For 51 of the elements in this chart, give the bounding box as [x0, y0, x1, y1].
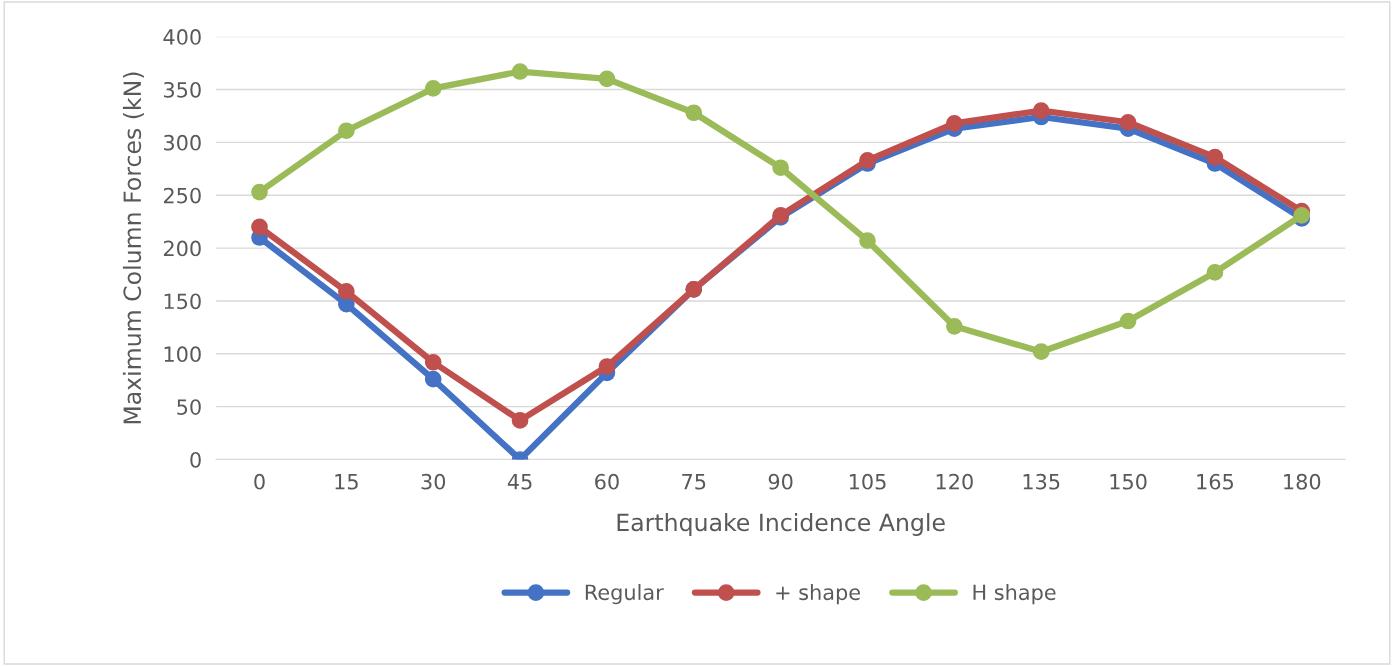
point	[859, 232, 876, 250]
point	[338, 122, 355, 140]
x-tick-label: 165	[1197, 473, 1233, 490]
point	[685, 104, 703, 122]
y-axis-title: Maximum Column Forces (kN)	[122, 72, 144, 424]
y-tick-label: 100	[164, 346, 201, 363]
point	[946, 317, 963, 335]
point	[598, 70, 616, 88]
point	[338, 283, 355, 300]
point	[1032, 343, 1050, 361]
point	[1206, 148, 1224, 166]
point	[424, 370, 442, 388]
x-tick-label: 120	[936, 473, 973, 490]
y-tick-label: 350	[164, 81, 201, 98]
x-tick-label: 180	[1284, 473, 1321, 490]
point	[511, 63, 529, 80]
x-tick-label: 150	[1110, 473, 1147, 490]
point	[511, 412, 529, 429]
x-tick-label: 75	[682, 474, 706, 490]
y-tick-label: 50	[177, 399, 201, 415]
x-tick-label: 15	[335, 474, 358, 490]
point	[946, 114, 963, 132]
point	[1119, 312, 1137, 330]
point	[859, 151, 876, 169]
y-tick-label: 300	[164, 134, 201, 151]
point	[1206, 264, 1224, 281]
y-tick-label: 250	[163, 187, 201, 204]
point	[1032, 102, 1050, 119]
point	[1119, 113, 1137, 131]
y-tick-label: 150	[164, 293, 201, 310]
legend-label: H shape	[973, 584, 1056, 605]
y-tick-label: 200	[163, 240, 201, 257]
x-tick-label: 105	[849, 473, 886, 490]
x-tick-label: 30	[421, 473, 446, 490]
point	[424, 353, 442, 371]
point	[772, 159, 789, 177]
x-tick-label: 0	[254, 473, 265, 490]
y-tick-label: 0	[190, 451, 201, 468]
x-axis-title: Earthquake Incidence Angle	[617, 513, 945, 536]
point	[424, 80, 442, 97]
y-tick-label: 400	[163, 29, 201, 45]
point	[251, 183, 268, 201]
x-tick-label: 135	[1023, 473, 1060, 490]
point	[251, 218, 268, 236]
x-tick-label: 60	[595, 473, 619, 490]
point	[1293, 206, 1311, 224]
legend-label: + shape	[776, 584, 860, 605]
point	[598, 358, 616, 375]
x-tick-label: 90	[768, 473, 793, 490]
x-tick-label: 45	[507, 474, 532, 490]
legend-label: Regular	[585, 584, 664, 605]
